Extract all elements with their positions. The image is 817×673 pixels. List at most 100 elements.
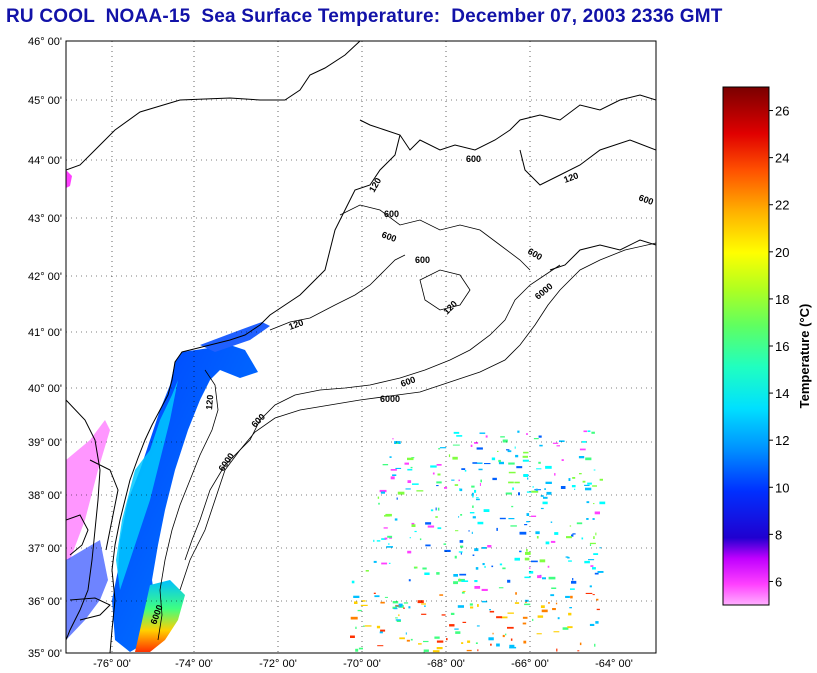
isobath-6000: [179, 242, 656, 591]
sst-pixel: [373, 592, 376, 594]
longitude-labels: -76° 00' -74° 00' -72° 00' -70° 00' -68°…: [93, 658, 633, 670]
lon-label: -66° 00': [511, 658, 549, 670]
sst-pixel: [527, 477, 529, 480]
sst-pixel: [587, 430, 591, 432]
sst-pixel: [526, 433, 528, 435]
sst-pixel: [453, 574, 458, 577]
sst-pixel: [526, 521, 530, 523]
sst-pixel: [414, 567, 417, 569]
sst-pixel: [565, 595, 570, 598]
sst-pixel: [539, 559, 546, 563]
sst-pixel: [475, 567, 479, 570]
isobath-labels: 120 120 120 120 120 600 600 600 600 600 …: [148, 154, 654, 626]
sst-pixel: [499, 563, 503, 566]
sst-pixel: [380, 629, 386, 632]
sst-pixel: [438, 448, 441, 450]
sst-pixel: [508, 471, 516, 474]
sst-pixel: [461, 642, 464, 644]
sst-pixel: [554, 532, 559, 535]
sst-pixel: [505, 492, 512, 495]
sst-pixel: [477, 604, 479, 607]
sst-pixel: [454, 628, 459, 630]
sst-pixel: [555, 602, 558, 605]
sst-pixel: [477, 521, 484, 525]
sst-pixel: [403, 607, 405, 609]
lat-label: 46° 00': [28, 36, 62, 48]
sst-pixel: [556, 445, 560, 447]
sst-pixel: [437, 527, 442, 530]
sst-pixel: [436, 647, 443, 650]
sst-pixel: [572, 533, 576, 535]
sst-pixel: [408, 606, 411, 609]
sst-pixel: [477, 649, 479, 652]
map-border: [65, 40, 657, 654]
sst-pixel: [421, 613, 427, 615]
sst-pixel: [435, 516, 438, 518]
colorbar-tick-label: 18: [775, 292, 789, 307]
sst-pixel: [410, 466, 413, 469]
sst-pixel: [387, 535, 393, 538]
sst-pixel: [483, 509, 490, 512]
sst-pixel: [406, 639, 410, 642]
sst-pixel: [570, 595, 573, 599]
sst-pixel: [571, 534, 574, 537]
sst-pixel: [460, 552, 462, 555]
sst-pixel: [524, 576, 531, 579]
sst-pixel: [399, 637, 405, 640]
sst-pixel: [595, 621, 599, 624]
sst-pixel: [360, 604, 368, 606]
sst-pixel: [545, 541, 550, 545]
sst-pixel: [443, 543, 447, 545]
colorbar-tick-label: 6: [775, 574, 782, 589]
colorbar: 26 24 22 20 18 16 14 12 10 8 6 Temperature (°C): [722, 86, 812, 606]
sst-pixel: [532, 618, 534, 621]
sst-pixel: [524, 524, 528, 526]
sst-pixel: [579, 642, 582, 646]
sst-pixel: [472, 516, 476, 519]
sst-pixel: [395, 605, 400, 607]
sst-pixel: [550, 594, 555, 597]
sst-pixel: [458, 551, 463, 553]
sst-pixel: [565, 556, 569, 558]
sst-pixel: [488, 637, 494, 641]
sst-pixel: [444, 487, 448, 489]
sst-pixel: [591, 431, 595, 434]
sst-pixel: [355, 648, 359, 652]
sst-pixel: [423, 640, 429, 643]
sst-pixel: [482, 563, 485, 566]
sst-pixel: [529, 567, 531, 569]
sst-pixel: [588, 559, 595, 561]
sst-pixel: [515, 592, 517, 595]
sst-pixel: [373, 560, 377, 563]
sst-pixel: [524, 603, 531, 606]
sst-pixel: [540, 605, 545, 608]
sst-pixel: [505, 633, 507, 636]
colorbar-label: Temperature (°C): [797, 304, 812, 409]
sst-pixel: [389, 456, 392, 458]
sst-pixel: [556, 648, 558, 652]
sst-pixel: [390, 469, 397, 471]
sst-pixel: [576, 522, 583, 525]
sst-pixel: [467, 640, 471, 643]
sst-pixel: [508, 481, 514, 484]
isobath-120: [157, 254, 406, 641]
lat-label: 40° 00': [28, 383, 62, 395]
coastline: [66, 41, 656, 653]
sst-pixel: [351, 580, 355, 584]
sst-pixel: [514, 557, 520, 561]
sst-pixel: [396, 620, 401, 622]
isobath-label: 120: [287, 317, 305, 332]
sst-pixel: [419, 538, 422, 541]
sst-pixel: [474, 489, 477, 493]
sst-pixel: [547, 565, 550, 568]
sst-pixel: [439, 594, 444, 596]
sst-pixel: [561, 459, 564, 461]
sst-pixel: [568, 612, 572, 616]
sst-pixel: [472, 554, 475, 556]
sst-pixel: [462, 590, 466, 592]
sst-pixel: [373, 539, 375, 542]
sst-pixel: [478, 468, 483, 471]
sst-pixel: [568, 478, 571, 481]
sst-pixel: [412, 483, 419, 485]
sst-pixel: [380, 491, 385, 494]
